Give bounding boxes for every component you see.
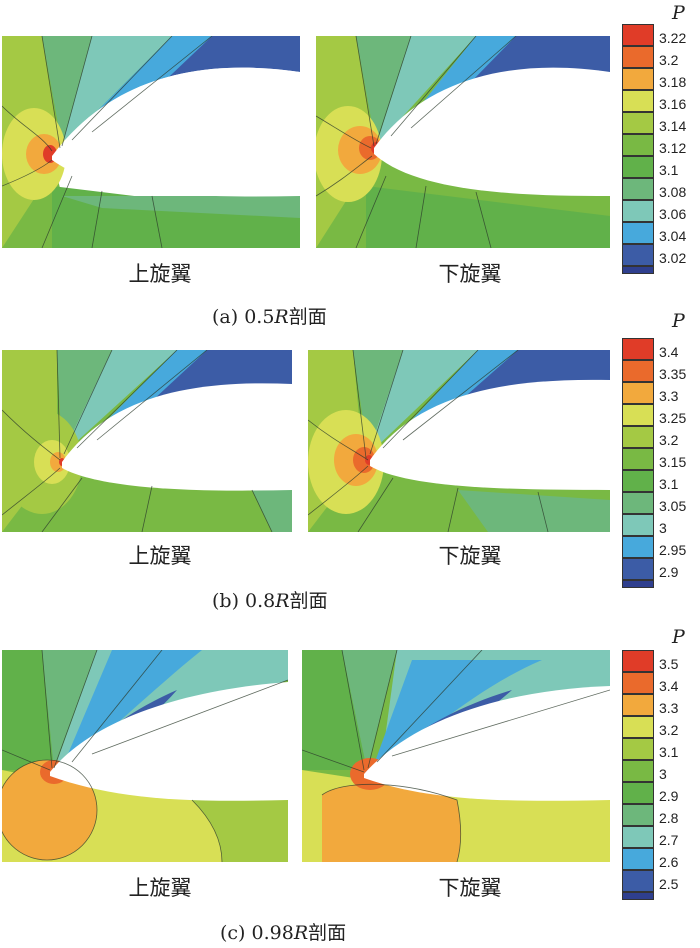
- colorbar-b-tick: 3.05: [659, 498, 687, 514]
- colorbar-a-tick: 3.12: [659, 140, 687, 156]
- caption-c: (c) 0.98R剖面: [220, 918, 346, 945]
- colorbar-a-tick: 3.06: [659, 206, 687, 222]
- colorbar-c-tick: 2.7: [659, 832, 679, 848]
- colorbar-c-tick: 3.2: [659, 722, 679, 738]
- colorbar-a-tick: 3.08: [659, 184, 687, 200]
- contour-plot-c-lower: [302, 650, 610, 862]
- colorbar-b-tick: 3.15: [659, 454, 687, 470]
- colorbar-b-tick: 2.9: [659, 564, 679, 580]
- colorbar-c: P 3.5 3.4 3.3 3.2 3.1 3 2.9 2.8 2.7 2.6 …: [622, 626, 685, 916]
- colorbar-a-title: P: [672, 2, 685, 24]
- colorbar-b-title: P: [672, 310, 685, 332]
- colorbar-b-tick: 3.25: [659, 410, 687, 426]
- colorbar-b-tick: 3.2: [659, 432, 679, 448]
- colorbar-b-tick: 2.95: [659, 542, 687, 558]
- colorbar-a-tick: 3.22: [659, 30, 687, 46]
- colorbar-b-tick: 3: [659, 520, 667, 536]
- colorbar-a-tick: 3.16: [659, 96, 687, 112]
- caption-a: (a) 0.5R剖面: [212, 302, 327, 329]
- caption-b-var: R: [275, 590, 290, 612]
- colorbar-a-tick: 3.1: [659, 162, 679, 178]
- colorbar-c-tick: 3.3: [659, 700, 679, 716]
- colorbar-c-tick: 3: [659, 766, 667, 782]
- colorbar-c-tick: 2.9: [659, 788, 679, 804]
- caption-a-suffix: 剖面: [288, 306, 327, 328]
- contour-plot-a-lower: [316, 36, 610, 248]
- colorbar-b-tick: 3.3: [659, 388, 679, 404]
- caption-c-prefix: (c) 0.98: [220, 922, 294, 944]
- colorbar-c-tick: 2.6: [659, 854, 679, 870]
- colorbar-c-tick: 3.5: [659, 656, 679, 672]
- label-lower-rotor-c: 下旋翼: [438, 876, 502, 900]
- contour-plot-b-upper: [2, 350, 292, 532]
- colorbar-b: P 3.4 3.35 3.3 3.25 3.2 3.15 3.1 3.05 3 …: [622, 310, 686, 600]
- colorbar-a-tick: 3.2: [659, 52, 679, 68]
- contour-plot-b-lower: [308, 350, 610, 532]
- colorbar-b-tick: 3.1: [659, 476, 679, 492]
- colorbar-c-tick: 3.4: [659, 678, 679, 694]
- caption-b-suffix: 剖面: [289, 590, 328, 612]
- caption-a-prefix: (a) 0.5: [212, 306, 275, 328]
- label-upper-rotor-c: 上旋翼: [128, 876, 192, 900]
- caption-c-var: R: [293, 922, 309, 944]
- colorbar-a-tick: 3.18: [659, 74, 687, 90]
- colorbar-c-tick: 2.8: [659, 810, 679, 826]
- contour-plot-a-upper: [2, 36, 300, 248]
- label-lower-rotor-a: 下旋翼: [438, 262, 502, 286]
- caption-b: (b) 0.8R剖面: [212, 586, 328, 613]
- label-lower-rotor-b: 下旋翼: [438, 544, 502, 568]
- colorbar-a-tick: 3.04: [659, 228, 687, 244]
- label-upper-rotor-a: 上旋翼: [128, 262, 192, 286]
- label-upper-rotor-b: 上旋翼: [128, 544, 192, 568]
- colorbar-c-title: P: [672, 626, 685, 648]
- colorbar-a-tick: 3.02: [659, 250, 687, 266]
- caption-c-suffix: 剖面: [308, 922, 347, 944]
- caption-b-prefix: (b) 0.8: [212, 590, 276, 612]
- colorbar-b-tick: 3.4: [659, 344, 679, 360]
- contour-plot-c-upper: [2, 650, 288, 862]
- colorbar-a-tick: 3.14: [659, 118, 687, 134]
- colorbar-c-tick: 3.1: [659, 744, 679, 760]
- colorbar-a: P 3.22 3.2 3.18 3.16 3.14 3.12 3.1 3.08 …: [622, 0, 686, 280]
- colorbar-c-tick: 2.5: [659, 876, 679, 892]
- colorbar-b-tick: 3.35: [659, 366, 687, 382]
- caption-a-var: R: [274, 306, 289, 328]
